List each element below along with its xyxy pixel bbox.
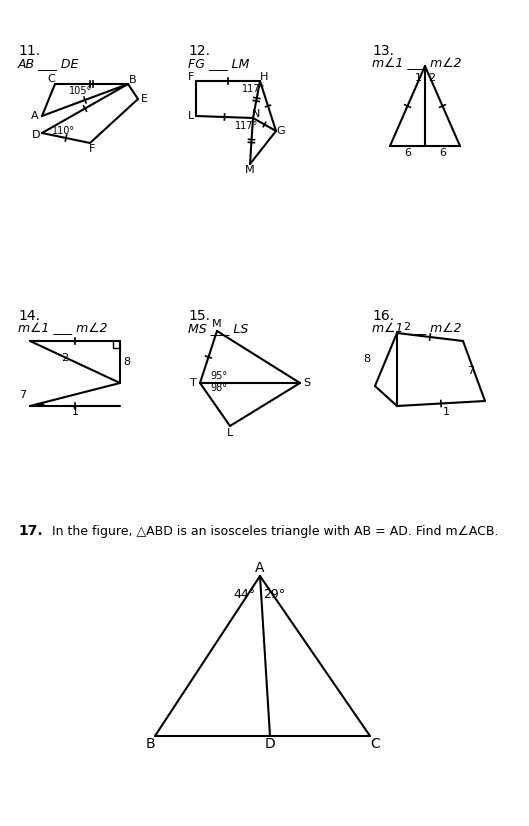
Text: 2: 2 (61, 353, 69, 363)
Text: 15.: 15. (188, 309, 210, 323)
Text: 14.: 14. (18, 309, 40, 323)
Text: L: L (227, 428, 233, 438)
Text: 12.: 12. (188, 44, 210, 58)
Text: 16.: 16. (372, 309, 394, 323)
Text: 7: 7 (468, 366, 475, 376)
Text: N: N (252, 109, 260, 119)
Text: 117°: 117° (242, 84, 265, 94)
Text: 8: 8 (363, 354, 370, 364)
Text: B: B (129, 75, 137, 85)
Text: M: M (212, 319, 222, 329)
Text: A: A (256, 561, 264, 575)
Text: 11.: 11. (18, 44, 40, 58)
Text: F: F (89, 144, 95, 154)
Text: m∠1 ___ m∠2: m∠1 ___ m∠2 (372, 322, 461, 335)
Text: MS ___ LS: MS ___ LS (188, 322, 248, 335)
Text: 1: 1 (415, 73, 422, 83)
Text: 95°: 95° (210, 371, 227, 381)
Text: 7: 7 (20, 390, 26, 400)
Text: L: L (188, 111, 194, 121)
Text: 2: 2 (428, 73, 435, 83)
Text: G: G (277, 126, 285, 136)
Text: B: B (145, 737, 155, 751)
Text: 105°: 105° (69, 86, 92, 96)
Text: H: H (260, 72, 268, 82)
Text: 117°: 117° (235, 121, 258, 131)
Text: D: D (264, 737, 276, 751)
Text: 98°: 98° (210, 383, 227, 393)
Text: M: M (245, 165, 255, 175)
Text: T: T (189, 378, 196, 388)
Text: 2: 2 (404, 322, 411, 332)
Text: FG ___ LM: FG ___ LM (188, 58, 249, 70)
Text: 29°: 29° (263, 587, 285, 601)
Text: m∠1 ___ m∠2: m∠1 ___ m∠2 (372, 58, 461, 70)
Text: E: E (141, 94, 148, 104)
Text: In the figure, △ABD is an isosceles triangle with AB = AD. Find m∠ACB.: In the figure, △ABD is an isosceles tria… (52, 525, 498, 538)
Text: 110°: 110° (52, 126, 75, 136)
Text: 13.: 13. (372, 44, 394, 58)
Text: F: F (188, 72, 194, 82)
Text: 44°: 44° (233, 587, 255, 601)
Text: A: A (31, 111, 39, 121)
Text: 1: 1 (442, 407, 450, 417)
Text: AB ___ DE: AB ___ DE (18, 58, 79, 70)
Text: S: S (304, 378, 311, 388)
Text: 17.: 17. (18, 524, 43, 538)
Text: 1: 1 (71, 407, 78, 417)
Text: m∠1 ___ m∠2: m∠1 ___ m∠2 (18, 322, 107, 335)
Text: 8: 8 (123, 357, 131, 367)
Text: 6: 6 (439, 148, 446, 158)
Text: C: C (370, 737, 380, 751)
Text: 6: 6 (404, 148, 411, 158)
Text: D: D (32, 130, 40, 140)
Text: C: C (47, 74, 55, 84)
